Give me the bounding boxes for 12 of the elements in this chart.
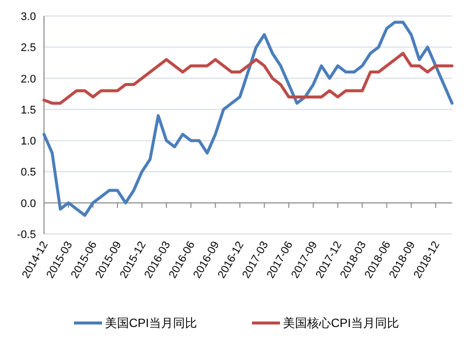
y-tick-label: 0.5 [20,166,36,179]
line-series [42,52,454,105]
legend-label: 美国核心CPI当月同比 [283,316,400,330]
y-tick-label: 2.5 [20,42,36,54]
y-tick-label: 0.0 [20,198,36,210]
y-tick-label: 3.0 [20,11,36,23]
y-tick-label: 1.0 [20,136,36,148]
y-tick-label: -0.5 [17,229,36,241]
legend-label: 美国CPI当月同比 [104,316,197,330]
y-tick-label: 1.5 [20,104,36,116]
line-series [42,20,454,217]
y-tick-label: 2.0 [20,73,36,86]
